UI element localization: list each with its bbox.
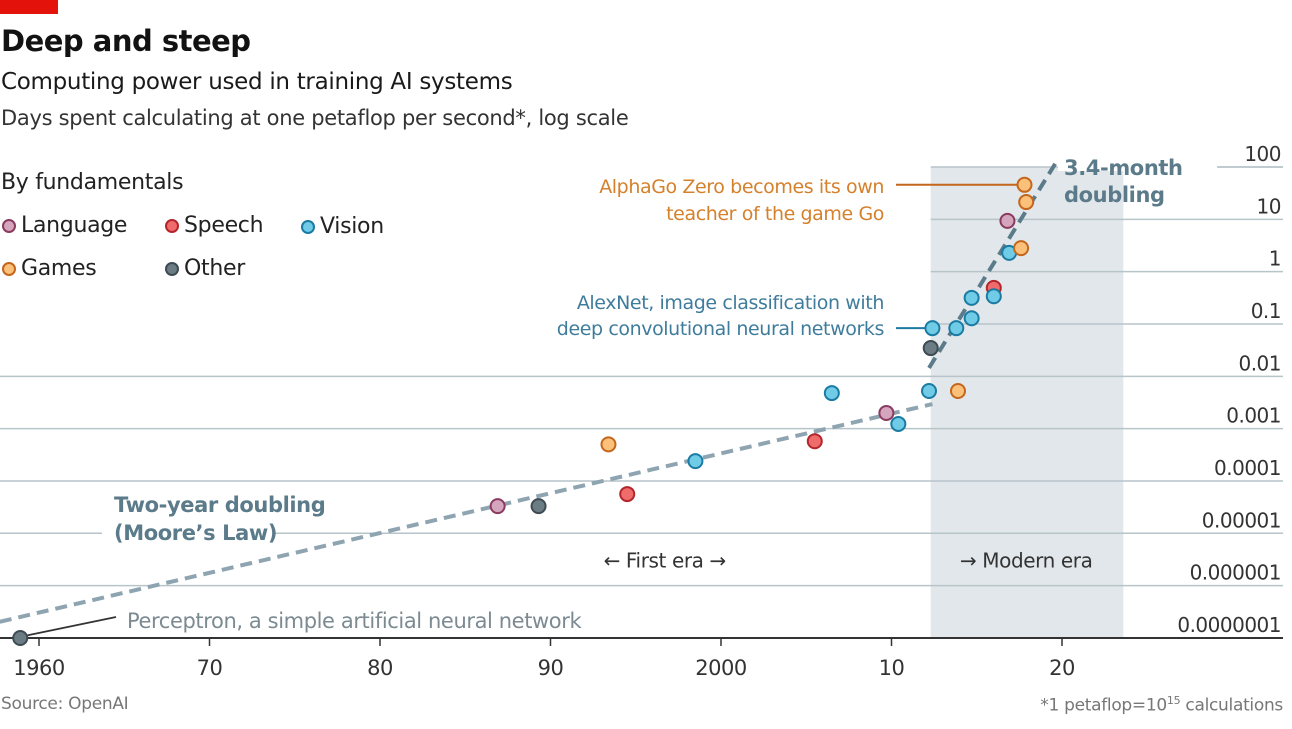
legend-label: Games [21,256,97,281]
y-tick-label: 100 [1244,142,1281,166]
moores-law-trend-line [0,402,933,624]
legend-label: Vision [320,214,384,239]
modern-era-label: → Modern era [960,548,1093,572]
legend-label: Language [21,213,128,238]
games-data-point [949,382,966,399]
y-tick-label: 0.001 [1226,404,1281,428]
alexnet-annotation: deep convolutional neural networks [557,318,884,340]
vision-data-point [921,382,938,399]
chart-subtitle: Computing power used in training AI syst… [1,69,513,95]
language-data-point [999,212,1016,229]
legend-item-other: Other [165,256,245,281]
modern-doubling-label: 3.4-month [1064,156,1183,180]
x-tick-label: 1960 [13,656,64,680]
legend-item-games: Games [2,256,97,281]
games-data-point [1016,176,1033,193]
y-tick-label: 1 [1269,247,1281,271]
source-note: Source: OpenAI [1,694,129,714]
speech-data-point [806,433,823,450]
label-mask [1058,163,1218,171]
games-dot-icon [2,261,16,276]
y-tick-label: 0.000001 [1190,561,1281,585]
other-dot-icon [165,261,179,276]
x-tick-label: 90 [538,656,564,680]
other-data-point [922,340,939,357]
speech-data-point [619,486,636,503]
games-data-point [1018,194,1035,211]
modern-doubling-label: doubling [1064,183,1165,207]
petaflop-footnote: *1 petaflop=1015 calculations [1040,694,1283,716]
x-tick-label: 10 [879,656,905,680]
footnote-exponent: 15 [1166,694,1181,707]
y-tick-label: 0.00001 [1202,508,1281,532]
legend-item-language: Language [2,213,127,238]
vision-data-point [963,310,980,327]
first-era-label: ← First era → [604,548,726,572]
y-tick-label: 0.1 [1251,299,1281,323]
vision-data-point [924,320,941,337]
vision-dot-icon [301,219,315,234]
speech-dot-icon [165,218,179,233]
games-data-point [1013,240,1030,257]
vision-data-point [948,320,965,337]
other-data-point [530,498,547,515]
alphago-annotation: teacher of the game Go [666,203,884,225]
other-data-point [12,629,29,646]
perceptron-leader-line [24,616,117,637]
chart-description: Days spent calculating at one petaflop p… [1,106,629,130]
y-tick-label: 10 [1257,194,1281,218]
alphago-annotation: AlphaGo Zero becomes its own [599,176,884,198]
legend-item-vision: Vision [301,214,384,239]
games-data-point [600,436,617,453]
moores-law-label: Two-year doubling [114,493,325,517]
y-tick-label: 0.0000001 [1177,613,1281,637]
vision-data-point [823,385,840,402]
x-tick-label: 80 [367,656,393,680]
x-tick-label: 2000 [695,656,746,680]
language-data-point [489,498,506,515]
vision-data-point [890,415,907,432]
y-tick-label: 0.01 [1238,351,1281,375]
legend-label: Other [184,256,245,281]
vision-data-point [985,288,1002,305]
modern-doubling-trend-line [927,162,1057,369]
vision-data-point [963,289,980,306]
alexnet-annotation: AlexNet, image classification with [577,292,884,314]
footnote-suffix: calculations [1180,695,1283,716]
x-tick-label: 70 [197,656,223,680]
brand-tag [0,0,58,14]
chart-title: Deep and steep [1,24,251,58]
language-data-point [878,404,895,421]
language-dot-icon [2,218,16,233]
moores-law-label: (Moore’s Law) [114,521,277,545]
legend-label: Speech [184,213,264,238]
legend-item-speech: Speech [165,213,264,238]
legend-title: By fundamentals [1,170,184,195]
perceptron-annotation: Perceptron, a simple artificial neural n… [127,609,582,633]
vision-data-point [687,453,704,470]
footnote-prefix: *1 petaflop=10 [1040,695,1167,716]
x-tick-label: 20 [1049,656,1075,680]
y-tick-label: 0.0001 [1214,456,1281,480]
label-mask [102,529,274,538]
